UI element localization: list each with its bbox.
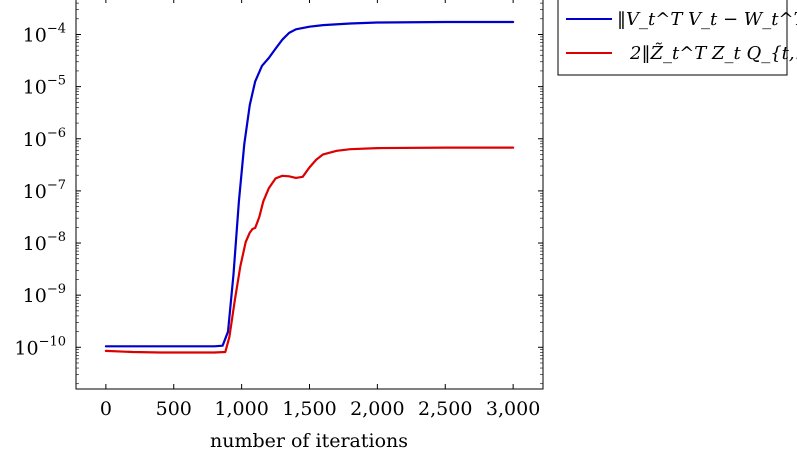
x-tick-label: 1,500 bbox=[282, 398, 336, 420]
y-tick-label: 10−9 bbox=[23, 282, 66, 307]
y-tick-label: 10−10 bbox=[14, 334, 66, 359]
y-minor-ticks bbox=[76, 2, 543, 385]
x-tick-label: 2,500 bbox=[418, 398, 472, 420]
x-tick-label: 500 bbox=[156, 398, 192, 420]
y-tick-label: 10−7 bbox=[23, 178, 66, 203]
x-tick-label: 3,000 bbox=[486, 398, 540, 420]
legend: ‖V_t^T V_t − W_t^T W_t‖ 2‖Z̃_t^T Z_t Q_{… bbox=[557, 0, 797, 76]
series-line-2 bbox=[104, 146, 515, 354]
y-tick-label: 10−5 bbox=[23, 74, 66, 99]
x-tick-label: 1,000 bbox=[214, 398, 268, 420]
legend-label-series-1: ‖V_t^T V_t − W_t^T W_t‖ bbox=[617, 9, 797, 30]
legend-label-series-2: 2‖Z̃_t^T Z_t Q_{t,⊥}‖ bbox=[629, 42, 797, 64]
y-tick-label: 10−6 bbox=[23, 126, 66, 151]
series-line-1 bbox=[104, 20, 515, 348]
y-tick-label: 10−4 bbox=[23, 21, 66, 46]
x-axis-title: number of iterations bbox=[210, 430, 408, 452]
plot-frame bbox=[75, 0, 544, 390]
x-tick-label: 2,000 bbox=[350, 398, 404, 420]
y-ticks: 10−10 10−9 10−8 10−7 10−6 10−5 10−4 bbox=[14, 21, 543, 359]
x-ticks: 0 500 1,000 1,500 2,000 2,500 3,000 bbox=[100, 0, 540, 420]
series-layer bbox=[104, 20, 515, 354]
legend-box bbox=[557, 0, 788, 76]
x-tick-label: 0 bbox=[100, 398, 112, 420]
y-tick-label: 10−8 bbox=[23, 230, 66, 255]
